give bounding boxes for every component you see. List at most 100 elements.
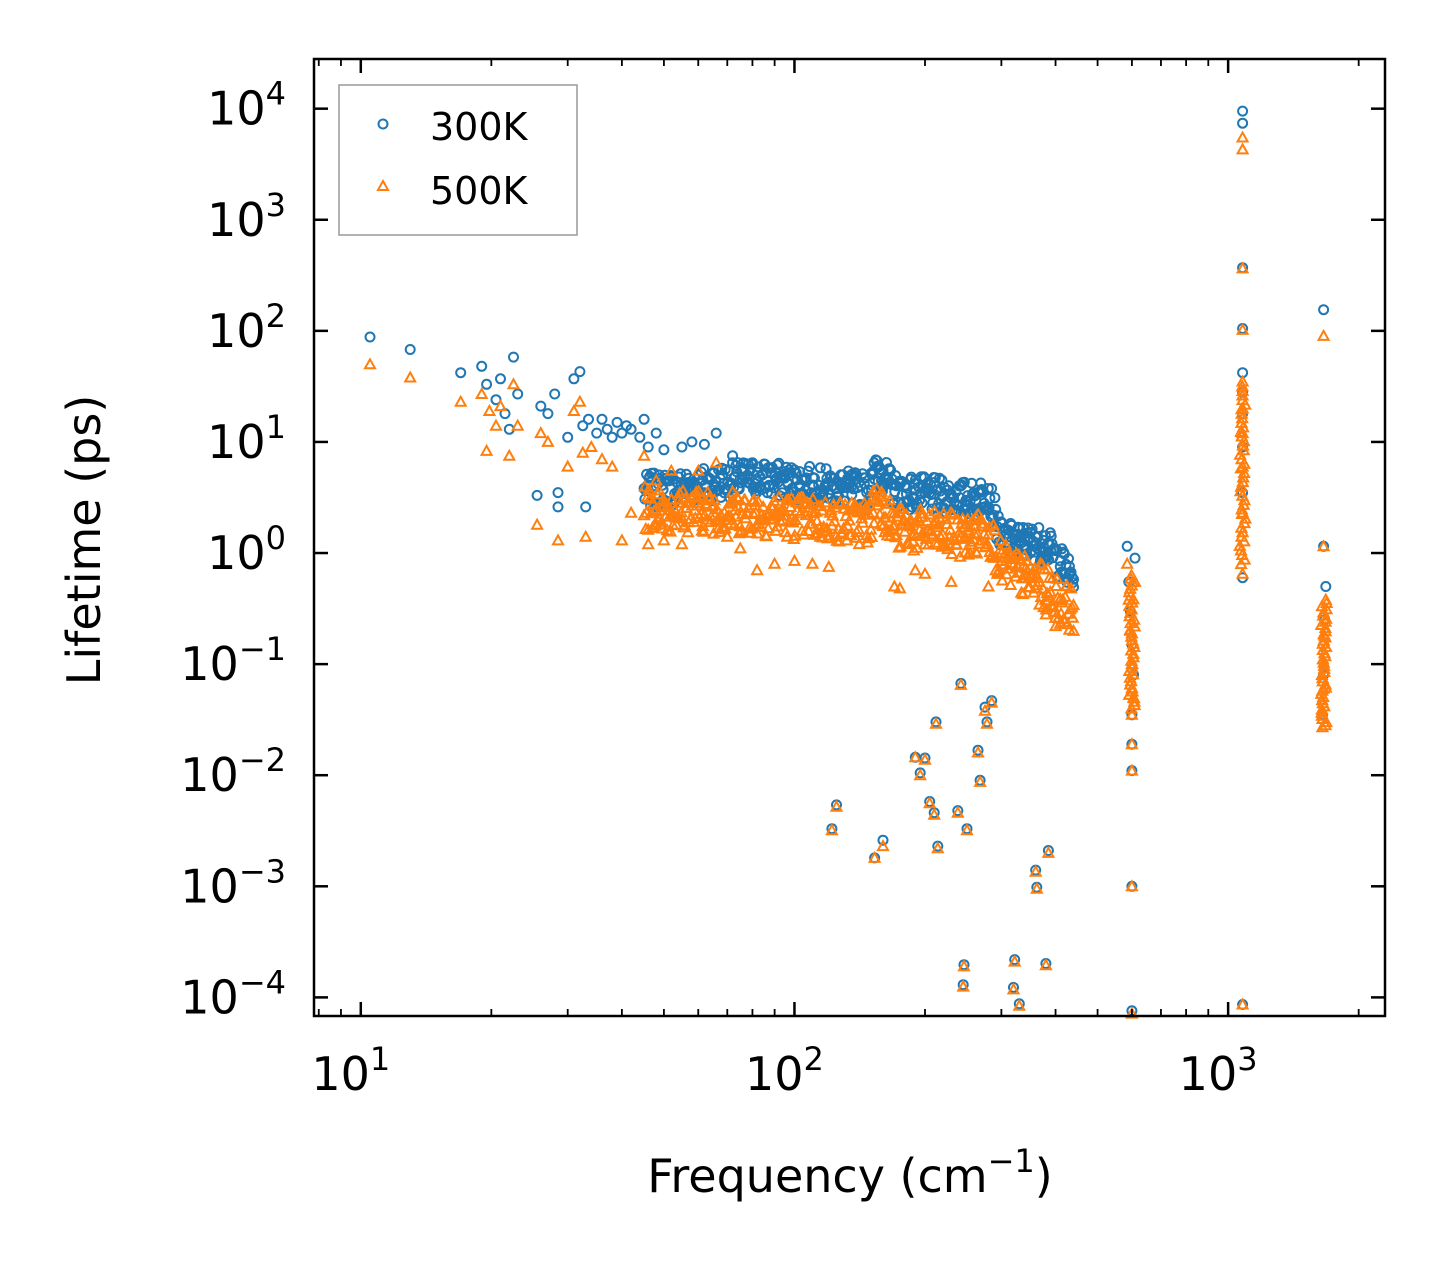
band-point-500k xyxy=(652,483,666,496)
data-point-500k xyxy=(960,523,974,536)
data-point-300k xyxy=(552,487,564,499)
data-point-300k xyxy=(976,485,987,497)
band-point-500k xyxy=(851,522,866,535)
data-point-500k xyxy=(1125,879,1139,892)
band-point-300k xyxy=(1063,560,1075,572)
data-point-500k xyxy=(944,574,958,587)
band-point-500k xyxy=(940,517,954,530)
y-tick-label: 104 xyxy=(207,75,286,136)
data-point-500k xyxy=(502,448,516,461)
band-point-500k xyxy=(926,527,940,540)
band-point-500k xyxy=(799,508,813,521)
band-point-500k xyxy=(1066,610,1080,623)
band-point-500k xyxy=(761,521,775,534)
band-point-500k xyxy=(974,533,988,546)
vband-point-500k xyxy=(1319,639,1333,652)
band-point-500k xyxy=(802,523,816,536)
axes: 101 102 103 104 103 102 101 100 10−1 10−2 10−3 10−4 xyxy=(180,57,1387,1101)
band-point-500k xyxy=(676,483,690,496)
band-point-500k xyxy=(922,507,937,520)
data-point-500k xyxy=(691,463,705,476)
data-point-500k xyxy=(1039,607,1053,620)
data-point-500k xyxy=(482,403,497,416)
band-point-500k xyxy=(1043,584,1057,597)
data-point-500k xyxy=(530,517,544,530)
vband-point-500k xyxy=(1317,664,1332,677)
data-point-500k xyxy=(805,556,820,569)
band-point-500k xyxy=(999,567,1014,580)
band-point-500k xyxy=(914,506,928,519)
data-point-500k xyxy=(475,386,489,399)
data-point-300k xyxy=(476,360,488,372)
data-point-300k xyxy=(638,413,650,425)
data-point-500k xyxy=(489,418,503,431)
band-point-500k xyxy=(848,497,862,510)
data-point-300k xyxy=(982,503,994,515)
band-point-300k xyxy=(958,476,970,488)
band-point-500k xyxy=(1016,587,1030,600)
band-point-500k xyxy=(669,517,683,530)
data-point-300k xyxy=(995,516,1007,528)
data-point-500k xyxy=(927,807,941,820)
data-point-500k xyxy=(1235,130,1250,143)
band-point-500k xyxy=(861,531,875,544)
data-point-300k xyxy=(806,479,818,491)
vband-point-500k xyxy=(1125,633,1139,646)
x-tick-label: 103 xyxy=(1179,1040,1258,1101)
data-point-300k xyxy=(877,465,889,477)
data-point-300k xyxy=(577,420,589,432)
band-point-500k xyxy=(706,498,720,511)
data-point-500k xyxy=(857,496,872,509)
vband-point-500k xyxy=(1317,658,1331,671)
data-point-300k xyxy=(961,496,973,508)
y-tick-label: 10−3 xyxy=(180,852,286,913)
data-point-500k xyxy=(605,459,619,472)
data-point-300k xyxy=(1237,117,1249,129)
data-point-300k xyxy=(871,455,883,467)
data-point-500k xyxy=(980,716,994,729)
data-point-300k xyxy=(820,481,832,493)
data-point-500k xyxy=(978,703,992,716)
band-point-500k xyxy=(1041,561,1055,574)
data-point-500k xyxy=(664,463,678,476)
data-point-500k xyxy=(1030,881,1044,894)
data-point-300k xyxy=(1068,573,1079,585)
data-point-500k xyxy=(567,403,581,416)
band-point-500k xyxy=(702,490,717,503)
band-point-500k xyxy=(1064,581,1078,594)
vband-point-500k xyxy=(1128,619,1142,632)
data-point-300k xyxy=(552,501,564,513)
vband-point-500k xyxy=(1319,715,1333,728)
data-point-500k xyxy=(657,533,671,546)
data-point-300k xyxy=(481,378,493,390)
band-point-500k xyxy=(805,516,819,529)
y-tick-label: 102 xyxy=(207,297,286,358)
y-tick-label: 100 xyxy=(207,519,286,580)
data-point-500k xyxy=(1053,616,1067,629)
band-point-500k xyxy=(820,521,834,534)
band-point-500k xyxy=(1003,577,1018,590)
data-point-500k xyxy=(733,541,747,554)
band-point-500k xyxy=(773,514,788,527)
data-point-500k xyxy=(951,805,965,818)
data-point-300k xyxy=(625,423,637,435)
band-point-500k xyxy=(645,520,659,533)
data-point-500k xyxy=(1008,954,1022,967)
data-point-500k xyxy=(957,959,971,972)
data-point-300k xyxy=(1318,304,1330,316)
band-point-500k xyxy=(772,490,786,503)
legend-500k-label: 500K xyxy=(430,169,529,213)
band-point-500k xyxy=(970,527,985,540)
band-point-300k xyxy=(934,472,945,484)
data-point-500k xyxy=(956,979,970,992)
band-point-500k xyxy=(899,507,914,520)
data-point-500k xyxy=(822,559,836,572)
band-point-500k xyxy=(849,530,863,543)
y-tick-label: 10−2 xyxy=(180,741,286,802)
data-point-300k xyxy=(591,427,603,439)
data-point-500k xyxy=(1319,592,1333,605)
data-point-300k xyxy=(1008,529,1019,541)
data-point-500k xyxy=(479,443,494,456)
data-point-300k xyxy=(796,473,808,485)
